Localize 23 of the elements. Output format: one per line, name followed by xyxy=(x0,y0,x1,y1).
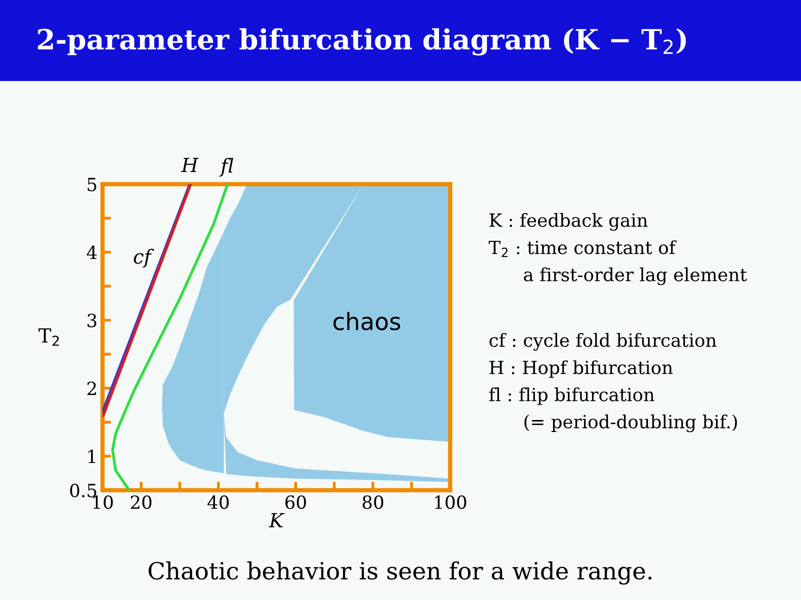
y-tick-label: 0.5 xyxy=(70,484,96,498)
annotation: chaos xyxy=(333,312,400,330)
x-tick-label: 40 xyxy=(207,495,229,510)
y-tick-label: 3 xyxy=(88,314,96,328)
text: cf : cycle fold bifurcation H : Hopf bifurcation fl : flip bifurcation (= period-doubling bif.) xyxy=(489,333,737,432)
text: K : feedback gain T$_{2}$ : time constant of a first-order lag element xyxy=(488,213,747,286)
x-tick-label: 100 xyxy=(435,495,466,510)
y-axis-title: T$_{2}$ xyxy=(38,328,59,346)
series-label: H xyxy=(181,158,199,172)
x-tick-label: 80 xyxy=(362,495,384,510)
y-tick-label: 4 xyxy=(86,246,97,260)
chart-title: 2-parameter bifurcation diagram (K − T$_{2}$) xyxy=(38,28,686,56)
x-axis-title: K xyxy=(268,513,285,528)
x-tick-label: 60 xyxy=(285,495,306,510)
y-tick-label: 2 xyxy=(87,382,96,396)
line-series xyxy=(111,184,229,490)
series-label: fl xyxy=(219,158,234,177)
series-label: cf xyxy=(134,248,154,268)
x-tick-label: 10 xyxy=(93,495,113,510)
y-tick-label: 5 xyxy=(88,178,96,192)
x-tick-label: 20 xyxy=(130,495,152,510)
text: Chaotic behavior is seen for a wide range. xyxy=(148,561,652,585)
y-tick-label: 1 xyxy=(88,450,96,464)
